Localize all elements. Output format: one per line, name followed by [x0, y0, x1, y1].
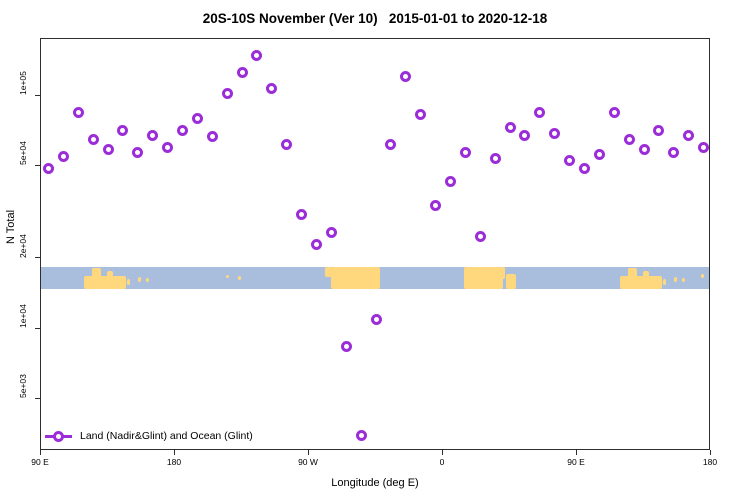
data-point — [534, 106, 546, 118]
data-point — [206, 131, 218, 143]
land-mass-island — [145, 278, 149, 282]
x-tick-mark — [307, 450, 309, 455]
legend-label: Land (Nadir&Glint) and Ocean (Glint) — [80, 430, 253, 442]
data-point — [564, 154, 576, 166]
data-point — [176, 125, 188, 137]
data-point — [355, 429, 367, 441]
x-axis-title: Longitude (deg E) — [331, 477, 419, 489]
data-point — [147, 129, 159, 141]
data-point — [296, 209, 308, 220]
y-tick-mark — [35, 397, 40, 399]
y-tick-mark — [35, 164, 40, 166]
data-point — [162, 142, 174, 154]
y-tick-mark — [35, 327, 40, 329]
x-tick-label: 90 E — [567, 457, 585, 467]
land-mass-south-america-coast — [325, 267, 333, 277]
data-point — [251, 50, 263, 62]
x-tick-mark — [441, 450, 443, 455]
data-point — [668, 147, 680, 159]
land-mass-island — [673, 276, 677, 282]
data-point — [266, 82, 278, 94]
data-point — [519, 129, 531, 141]
land-mass-australia-peak — [642, 270, 650, 281]
data-point — [415, 109, 427, 121]
data-point — [132, 147, 144, 159]
data-point — [191, 113, 203, 125]
x-tick-mark — [173, 450, 175, 455]
data-point — [444, 175, 456, 187]
data-point — [370, 313, 382, 325]
x-tick-label: 90 W — [298, 457, 318, 467]
legend-marker-icon — [45, 430, 72, 442]
x-tick-mark — [575, 450, 577, 455]
land-mass-island — [137, 276, 141, 282]
land-mass-island — [681, 278, 685, 282]
data-point — [459, 147, 471, 159]
data-points-layer — [41, 39, 710, 449]
data-point — [42, 162, 54, 174]
open-circle-icon — [53, 430, 64, 442]
data-point — [638, 143, 650, 155]
data-point — [653, 125, 665, 137]
data-point — [281, 138, 293, 150]
x-tick-label: 180 — [702, 457, 718, 467]
x-tick-label: 90 E — [31, 457, 49, 467]
data-point — [325, 226, 337, 238]
data-point — [489, 152, 501, 164]
data-point — [221, 88, 233, 100]
data-point — [310, 239, 322, 251]
land-mass-south-america — [330, 267, 381, 289]
data-point — [57, 150, 69, 162]
land-mass-island — [700, 273, 705, 278]
land-mass-island — [126, 279, 130, 285]
land-mass-island — [238, 276, 242, 280]
data-point — [385, 138, 397, 150]
land-mass-australia-peak — [106, 270, 114, 281]
land-mass-madagascar — [506, 273, 516, 289]
data-point — [340, 341, 352, 353]
data-point — [504, 122, 516, 134]
x-tick-label: 180 — [166, 457, 182, 467]
x-tick-mark — [709, 450, 711, 455]
land-mass-australia-peak — [628, 268, 638, 281]
land-mass-island — [662, 279, 666, 285]
data-point — [683, 129, 695, 141]
land-mass-island — [225, 274, 229, 279]
data-point — [430, 199, 442, 211]
data-point — [549, 128, 561, 140]
data-point — [72, 106, 84, 118]
data-point — [236, 67, 248, 79]
plot-area: Land (Nadir&Glint) and Ocean (Glint) — [40, 38, 710, 450]
data-point — [578, 162, 590, 174]
data-point — [117, 125, 129, 137]
land-ocean-strip — [41, 267, 709, 289]
data-point — [608, 106, 620, 118]
x-tick-mark — [39, 450, 41, 455]
y-tick-mark — [35, 94, 40, 96]
data-point — [102, 143, 114, 155]
y-tick-mark — [35, 257, 40, 259]
data-point — [87, 134, 99, 146]
land-mass-australia-peak — [92, 268, 102, 281]
data-point — [623, 134, 635, 146]
data-point — [474, 230, 486, 242]
chart-title: 20S-10S November (Ver 10) 2015-01-01 to … — [202, 11, 548, 26]
data-point — [400, 71, 412, 83]
land-mass-africa — [463, 267, 503, 289]
legend: Land (Nadir&Glint) and Ocean (Glint) — [45, 430, 253, 442]
data-point — [593, 149, 605, 161]
land-mass-africa-coast — [501, 267, 505, 280]
data-point — [698, 142, 710, 154]
x-tick-label: 0 — [439, 457, 445, 467]
